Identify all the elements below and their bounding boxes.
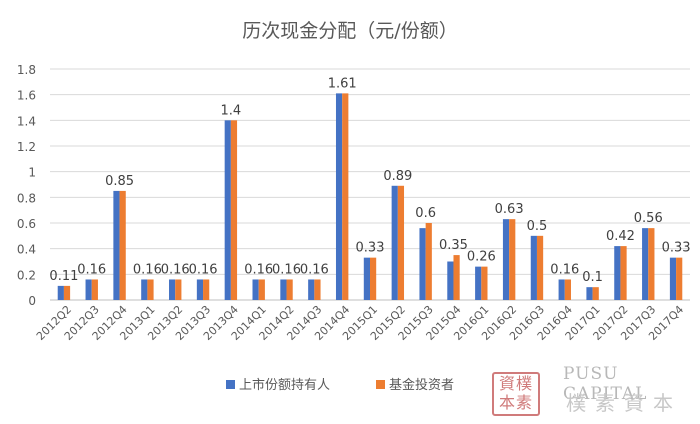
data-label: 1.4 <box>221 103 242 118</box>
watermark-seal: 資樸本素 <box>492 372 540 416</box>
bar-series-1 <box>447 261 454 300</box>
data-label: 0.33 <box>356 241 385 256</box>
bar-series-1 <box>308 279 315 300</box>
bar-series-2 <box>147 279 154 300</box>
data-label: 0.11 <box>49 269 78 284</box>
bar-series-1 <box>614 246 621 300</box>
bar-series-2 <box>119 190 126 300</box>
bar-series-1 <box>363 257 370 300</box>
y-tick-label: 1.6 <box>17 89 36 103</box>
bar-series-2 <box>564 279 571 300</box>
chart-title: 历次现金分配（元/份额） <box>242 20 457 42</box>
bar-series-1 <box>419 228 426 300</box>
bar-series-1 <box>252 279 259 300</box>
y-tick-label: 1 <box>28 166 36 180</box>
bar-series-2 <box>676 257 683 300</box>
bar-series-2 <box>342 93 349 300</box>
y-axis-tick-labels: 0 0.2 0.4 0.6 0.8 1 1.2 1.4 1.6 1.8 <box>17 63 36 308</box>
bar-series-2 <box>203 279 210 300</box>
data-label: 0.16 <box>300 262 329 277</box>
bar-series-1 <box>169 279 176 300</box>
watermark-seal-text: 資樸本素 <box>498 374 533 412</box>
data-labels: 0.110.160.850.160.160.161.40.160.160.161… <box>49 76 690 285</box>
bar-series-1 <box>502 219 510 300</box>
watermark-brand-en: PUSU CAPITAL <box>563 364 648 404</box>
legend-swatch-series-2 <box>376 380 385 389</box>
data-label: 0.16 <box>550 262 579 277</box>
bar-series-1 <box>335 93 343 300</box>
bar-series-2 <box>397 185 405 300</box>
data-label: 0.33 <box>662 241 691 256</box>
bar-series-2 <box>620 246 627 300</box>
bars <box>57 93 683 300</box>
data-label: 0.56 <box>634 211 663 226</box>
y-tick-label: 1.4 <box>17 114 36 128</box>
bar-series-2 <box>258 279 265 300</box>
bar-series-1 <box>391 185 398 300</box>
bar-series-2 <box>370 257 377 300</box>
bar-series-1 <box>196 279 204 300</box>
y-tick-label: 0.2 <box>17 268 36 282</box>
bar-series-1 <box>586 287 593 300</box>
data-label: 0.1 <box>582 270 603 285</box>
data-label: 0.26 <box>467 250 496 265</box>
data-label: 0.16 <box>272 262 301 277</box>
legend-swatch-series-1 <box>226 380 235 389</box>
bar-series-2 <box>453 255 460 300</box>
bar-series-1 <box>558 279 565 300</box>
bar-series-1 <box>530 235 537 300</box>
bar-series-2 <box>425 223 432 300</box>
bar-series-2 <box>175 279 182 300</box>
legend: 上市份额持有人 基金投资者 <box>226 377 454 393</box>
data-label: 0.89 <box>383 169 412 184</box>
data-label: 0.42 <box>606 229 635 244</box>
data-label: 0.16 <box>244 262 273 277</box>
bar-series-2 <box>314 279 321 300</box>
y-tick-label: 0.8 <box>17 191 36 205</box>
bar-series-1 <box>475 266 482 300</box>
bar-series-2 <box>536 235 544 300</box>
data-label: 0.63 <box>495 202 524 217</box>
data-label: 1.61 <box>328 76 357 91</box>
bar-series-1 <box>141 279 148 300</box>
data-label: 0.16 <box>133 262 162 277</box>
x-axis-tick-labels: 2012Q22012Q32012Q42013Q12013Q22013Q32013… <box>34 303 686 343</box>
bar-series-1 <box>642 228 649 300</box>
bar-series-2 <box>230 120 238 300</box>
bar-series-1 <box>113 190 120 300</box>
y-tick-label: 1.2 <box>17 140 36 154</box>
y-tick-label: 0 <box>28 294 36 308</box>
legend-label-series-1: 上市份额持有人 <box>239 377 330 393</box>
data-label: 0.16 <box>77 262 106 277</box>
y-tick-label: 0.4 <box>17 243 36 257</box>
bar-series-1 <box>669 257 677 300</box>
bar-series-2 <box>91 279 98 300</box>
y-tick-label: 0.6 <box>17 217 36 231</box>
bar-series-2 <box>481 266 488 300</box>
watermark-brand-cn: 樸素資本 <box>566 391 682 415</box>
data-label: 0.35 <box>439 238 468 253</box>
gridlines <box>50 68 690 301</box>
bar-series-1 <box>57 285 64 300</box>
data-label: 0.16 <box>189 262 218 277</box>
bar-series-2 <box>648 228 655 300</box>
bar-series-2 <box>592 287 599 300</box>
bar-series-1 <box>85 279 92 300</box>
y-tick-label: 1.8 <box>17 63 36 77</box>
bar-series-2 <box>286 279 293 300</box>
bar-series-2 <box>63 285 71 300</box>
bar-series-1 <box>224 120 231 300</box>
bar-series-2 <box>509 219 516 300</box>
data-label: 0.16 <box>161 262 190 277</box>
bar-series-1 <box>280 279 287 300</box>
data-label: 0.85 <box>105 174 134 189</box>
data-label: 0.5 <box>527 219 548 234</box>
legend-label-series-2: 基金投资者 <box>389 377 454 393</box>
data-label: 0.6 <box>415 206 436 221</box>
